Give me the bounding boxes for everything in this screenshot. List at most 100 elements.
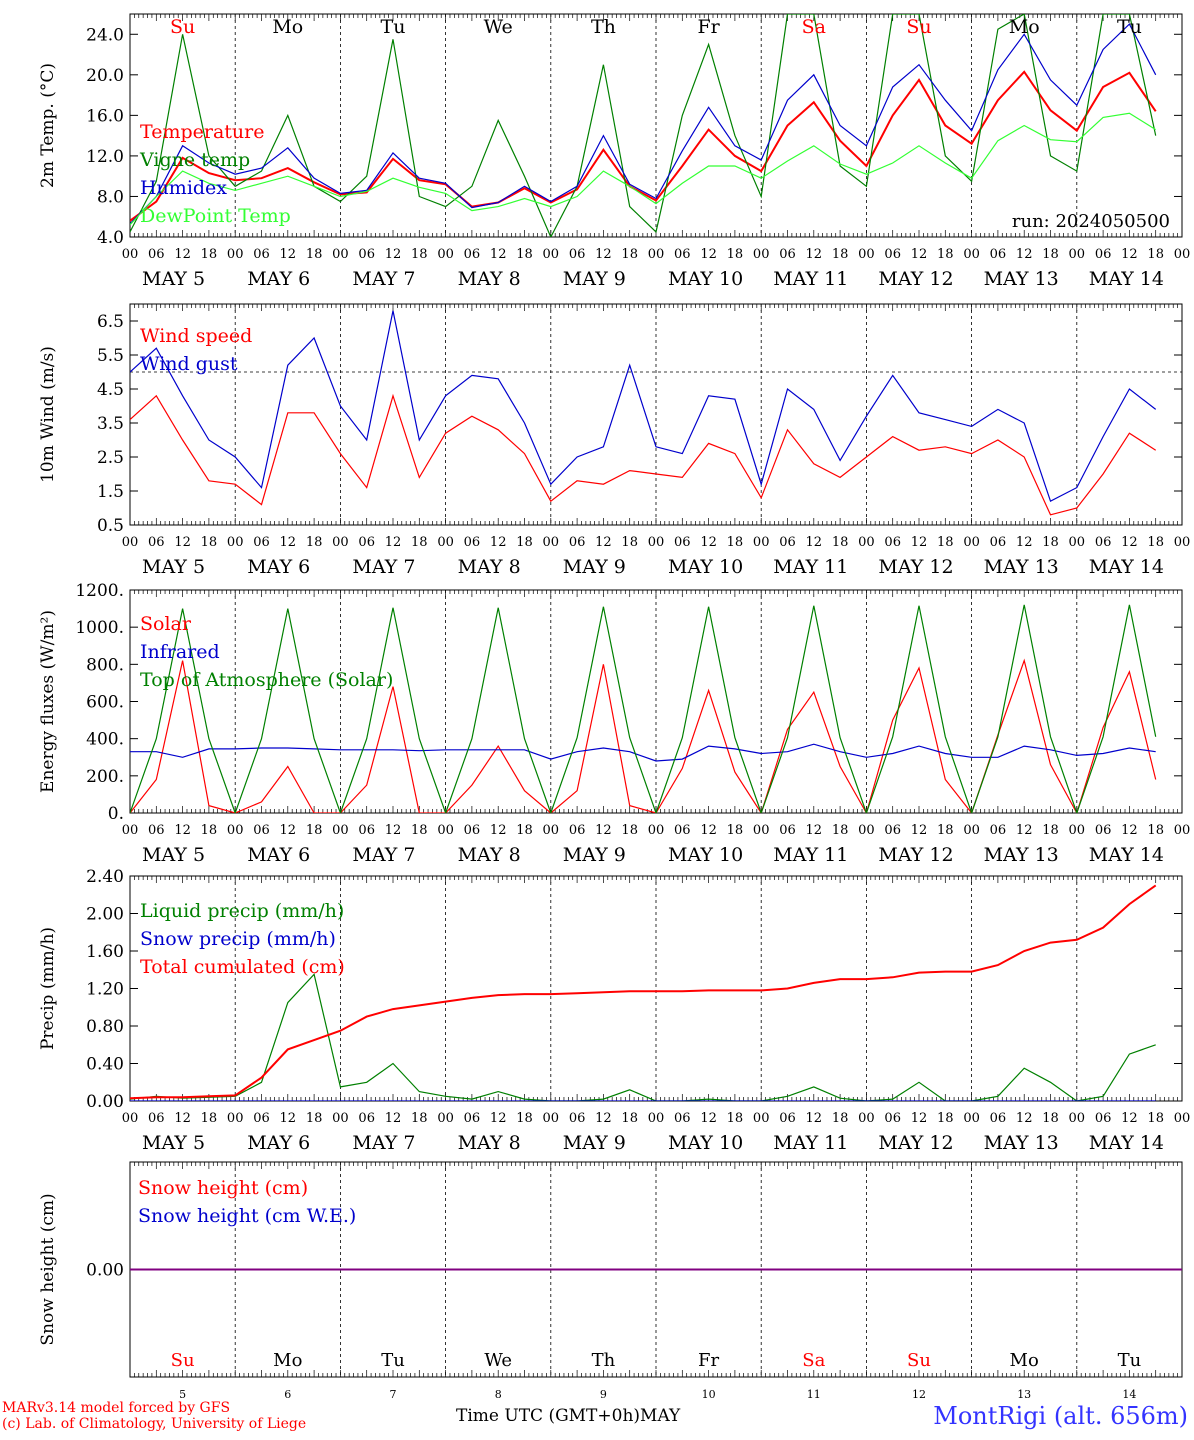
date-label: MAY 14 [1089,268,1164,290]
hour-tick-label: 00 [648,823,665,838]
hour-tick-label: 12 [911,535,928,550]
hour-tick-label: 00 [648,535,665,550]
hour-tick-label: 00 [227,535,244,550]
hour-tick-label: 18 [621,823,638,838]
legend-entry: Wind gust [140,353,238,375]
y-tick-label: 24.0 [86,25,124,45]
date-label: MAY 11 [773,556,848,578]
hour-tick-label: 00 [1069,1111,1086,1126]
y-tick-label: 1.20 [86,980,124,1000]
y-tick-label: 2.40 [86,867,124,887]
legend-entry: Temperature [140,121,264,143]
series-line [130,70,1157,222]
plot-frame [129,589,1183,814]
weekday-label-bottom: Tu [381,1350,405,1371]
y-tick-label: 1200. [75,581,124,601]
hour-tick-label: 18 [832,823,849,838]
hour-tick-label: 06 [253,535,270,550]
series-line [130,973,1156,1101]
hour-tick-label: 06 [148,1111,165,1126]
hour-tick-label: 12 [490,247,507,262]
hour-tick-label: 12 [385,535,402,550]
run-annotation: run: 2024050500 [1012,211,1170,232]
hour-tick-label: 12 [385,1111,402,1126]
weekday-label-bottom: We [484,1350,512,1371]
model-line-2: (c) Lab. of Climatology, University of L… [2,1416,307,1432]
hour-tick-label: 00 [1174,823,1191,838]
hour-tick-label: 06 [990,1111,1007,1126]
date-label: MAY 7 [352,556,415,578]
y-tick-label: 200. [86,767,124,787]
y-tick-label: 6.5 [97,312,124,332]
day-number-label: 10 [702,1388,716,1401]
hour-tick-label: 00 [753,823,770,838]
hour-tick-label: 00 [543,247,560,262]
date-label: MAY 10 [668,556,743,578]
hour-tick-label: 12 [490,535,507,550]
hour-tick-label: 00 [753,247,770,262]
day-number-label: 9 [600,1388,607,1401]
hour-tick-label: 12 [700,247,717,262]
weekday-label: We [484,16,513,38]
hour-tick-label: 06 [990,247,1007,262]
date-label: MAY 12 [878,556,953,578]
hour-tick-label: 06 [148,535,165,550]
y-tick-label: 400. [86,730,124,750]
series-line [130,310,1157,503]
hour-tick-label: 00 [122,247,139,262]
date-label: MAY 6 [247,1132,310,1154]
hour-tick-label: 06 [1095,535,1112,550]
legend-entry: Wind speed [140,325,252,347]
hour-tick-label: 00 [122,1111,139,1126]
hour-tick-label: 18 [832,535,849,550]
hour-tick-label: 00 [1174,1111,1191,1126]
hour-tick-label: 06 [464,247,481,262]
hour-tick-label: 00 [753,1111,770,1126]
series-line [130,743,1156,762]
date-label: MAY 13 [984,268,1059,290]
y-tick-label: 1.60 [86,942,124,962]
hour-tick-label: 18 [621,247,638,262]
y-axis-title: Precip (mm/h) [38,927,58,1050]
weekday-label-bottom: Su [907,1350,931,1371]
weekday-label-bottom: Fr [698,1350,719,1371]
hour-tick-label: 18 [306,1111,323,1126]
y-tick-label: 1000. [75,618,124,638]
hour-tick-label: 06 [674,1111,691,1126]
hour-tick-label: 18 [516,535,533,550]
y-tick-label: 0. [108,804,124,824]
legend-entry: Solar [140,613,192,635]
weekday-label-bottom: Sa [802,1350,825,1371]
hour-tick-label: 12 [806,247,823,262]
hour-tick-label: 06 [358,1111,375,1126]
y-tick-label: 3.5 [97,414,124,434]
hour-tick-label: 00 [122,535,139,550]
hour-tick-label: 00 [437,823,454,838]
hour-tick-label: 12 [1016,535,1033,550]
series-line [130,604,1157,813]
hour-tick-label: 18 [621,1111,638,1126]
date-label: MAY 8 [458,1132,521,1154]
day-number-label: 12 [912,1388,926,1401]
hour-tick-label: 18 [1147,247,1164,262]
date-label: MAY 11 [773,844,848,866]
hour-tick-label: 18 [201,1111,218,1126]
hour-tick-label: 12 [1121,1111,1138,1126]
hour-tick-label: 00 [858,1111,875,1126]
date-label: MAY 12 [878,844,953,866]
series-line [130,112,1157,226]
hour-tick-label: 18 [937,1111,954,1126]
hour-tick-label: 12 [490,823,507,838]
weekday-label-bottom: Mo [273,1350,302,1371]
hour-tick-label: 06 [884,247,901,262]
hour-tick-label: 06 [148,823,165,838]
hour-tick-label: 18 [937,823,954,838]
hour-tick-label: 00 [227,823,244,838]
hour-tick-label: 18 [306,535,323,550]
hour-tick-label: 12 [174,823,191,838]
hour-tick-label: 12 [1016,1111,1033,1126]
hour-tick-label: 06 [884,823,901,838]
hour-tick-label: 06 [779,247,796,262]
hour-tick-label: 12 [385,247,402,262]
hour-tick-label: 18 [1042,1111,1059,1126]
